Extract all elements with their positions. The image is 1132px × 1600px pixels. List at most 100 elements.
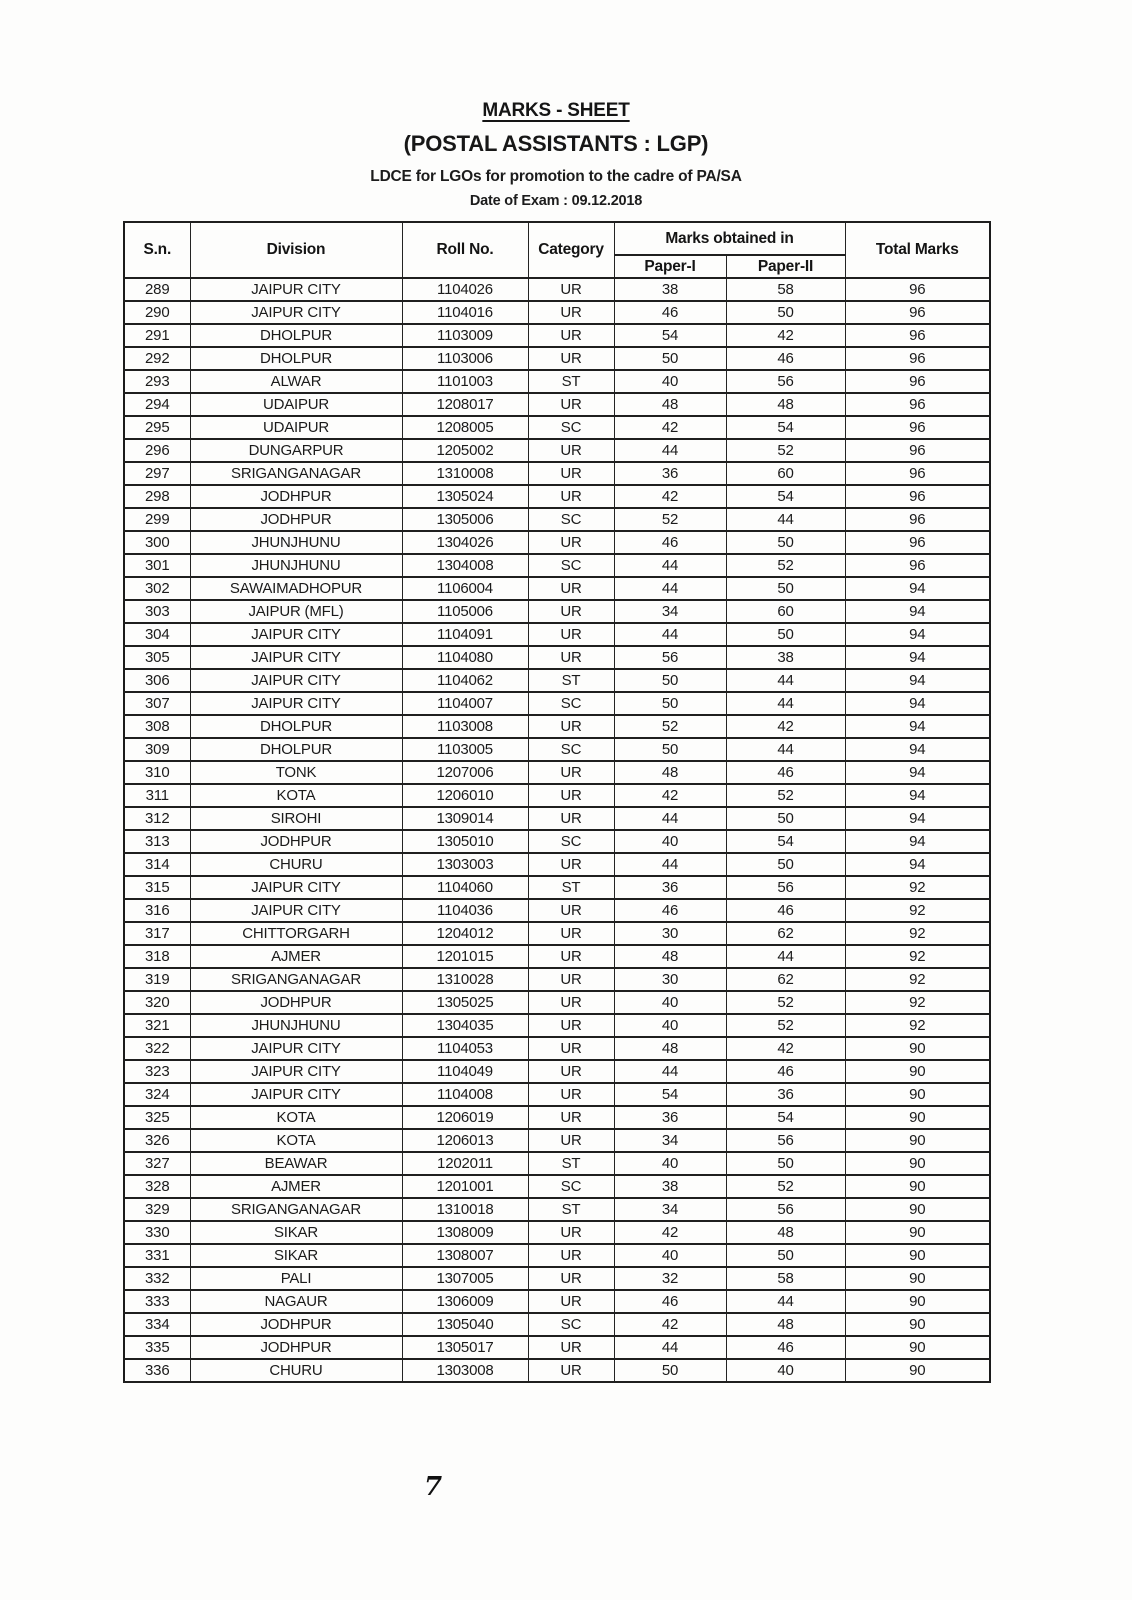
table-row: 332 PALI 1307005 UR 32 58 90	[123, 1266, 991, 1291]
cell-roll-no: 1106004	[401, 576, 529, 601]
cell-total-marks: 94	[844, 691, 991, 716]
cell-total-marks: 96	[844, 300, 991, 325]
cell-sn: 304	[123, 622, 191, 647]
table-row: 307 JAIPUR CITY 1104007 SC 50 44 94	[123, 691, 991, 716]
column-header-category: Category	[527, 221, 615, 279]
cell-paper2: 62	[725, 967, 846, 992]
cell-sn: 297	[123, 461, 191, 486]
cell-roll-no: 1305006	[401, 507, 529, 532]
cell-division: JODHPUR	[189, 484, 403, 509]
cell-paper1: 40	[613, 990, 727, 1015]
cell-division: JHUNJHUNU	[189, 530, 403, 555]
cell-total-marks: 90	[844, 1082, 991, 1107]
table-row: 326 KOTA 1206013 UR 34 56 90	[123, 1128, 991, 1153]
cell-division: UDAIPUR	[189, 415, 403, 440]
cell-roll-no: 1208005	[401, 415, 529, 440]
cell-roll-no: 1103005	[401, 737, 529, 762]
cell-division: SIKAR	[189, 1220, 403, 1245]
cell-paper2: 40	[725, 1358, 846, 1383]
cell-roll-no: 1205002	[401, 438, 529, 463]
column-header-paper1: Paper-I	[613, 254, 727, 279]
cell-category: UR	[527, 898, 615, 923]
table-row: 329 SRIGANGANAGAR 1310018 ST 34 56 90	[123, 1197, 991, 1222]
cell-category: UR	[527, 484, 615, 509]
column-header-total-marks: Total Marks	[844, 221, 991, 279]
cell-paper2: 54	[725, 484, 846, 509]
cell-paper2: 56	[725, 1128, 846, 1153]
document-subtitle: (POSTAL ASSISTANTS : LGP)	[403, 131, 709, 156]
cell-category: UR	[527, 852, 615, 877]
table-row: 293 ALWAR 1101003 ST 40 56 96	[123, 369, 991, 394]
cell-category: SC	[527, 1174, 615, 1199]
cell-paper1: 38	[613, 1174, 727, 1199]
cell-sn: 323	[123, 1059, 191, 1084]
cell-sn: 303	[123, 599, 191, 624]
cell-paper2: 38	[725, 645, 846, 670]
cell-division: JODHPUR	[189, 1335, 403, 1360]
cell-total-marks: 94	[844, 783, 991, 808]
cell-paper2: 50	[725, 530, 846, 555]
cell-division: JHUNJHUNU	[189, 1013, 403, 1038]
cell-total-marks: 94	[844, 806, 991, 831]
cell-division: JAIPUR CITY	[189, 300, 403, 325]
table-row: 333 NAGAUR 1306009 UR 46 44 90	[123, 1289, 991, 1314]
column-header-sn: S.n.	[123, 221, 191, 279]
cell-sn: 292	[123, 346, 191, 371]
cell-division: JHUNJHUNU	[189, 553, 403, 578]
cell-total-marks: 90	[844, 1243, 991, 1268]
cell-category: ST	[527, 875, 615, 900]
cell-sn: 320	[123, 990, 191, 1015]
cell-category: UR	[527, 300, 615, 325]
cell-sn: 329	[123, 1197, 191, 1222]
cell-category: UR	[527, 323, 615, 348]
cell-sn: 330	[123, 1220, 191, 1245]
cell-division: JODHPUR	[189, 507, 403, 532]
cell-paper1: 40	[613, 1013, 727, 1038]
cell-category: UR	[527, 1105, 615, 1130]
cell-paper1: 40	[613, 369, 727, 394]
cell-sn: 317	[123, 921, 191, 946]
cell-division: JAIPUR CITY	[189, 668, 403, 693]
table-row: 321 JHUNJHUNU 1304035 UR 40 52 92	[123, 1013, 991, 1038]
table-row: 313 JODHPUR 1305010 SC 40 54 94	[123, 829, 991, 854]
cell-total-marks: 90	[844, 1289, 991, 1314]
table-row: 320 JODHPUR 1305025 UR 40 52 92	[123, 990, 991, 1015]
cell-paper2: 42	[725, 714, 846, 739]
cell-paper2: 52	[725, 553, 846, 578]
cell-roll-no: 1104091	[401, 622, 529, 647]
cell-division: SAWAIMADHOPUR	[189, 576, 403, 601]
cell-sn: 311	[123, 783, 191, 808]
cell-paper2: 58	[725, 1266, 846, 1291]
cell-total-marks: 92	[844, 875, 991, 900]
cell-total-marks: 92	[844, 990, 991, 1015]
cell-total-marks: 94	[844, 852, 991, 877]
table-row: 334 JODHPUR 1305040 SC 42 48 90	[123, 1312, 991, 1337]
cell-paper1: 42	[613, 484, 727, 509]
cell-roll-no: 1304026	[401, 530, 529, 555]
cell-division: JAIPUR CITY	[189, 645, 403, 670]
cell-total-marks: 94	[844, 668, 991, 693]
column-header-paper2: Paper-II	[725, 254, 846, 279]
cell-category: UR	[527, 599, 615, 624]
cell-total-marks: 92	[844, 944, 991, 969]
cell-sn: 335	[123, 1335, 191, 1360]
cell-paper1: 48	[613, 1036, 727, 1061]
cell-paper2: 54	[725, 1105, 846, 1130]
table-row: 302 SAWAIMADHOPUR 1106004 UR 44 50 94	[123, 576, 991, 601]
cell-paper2: 44	[725, 691, 846, 716]
cell-sn: 307	[123, 691, 191, 716]
cell-roll-no: 1305010	[401, 829, 529, 854]
cell-sn: 302	[123, 576, 191, 601]
table-row: 300 JHUNJHUNU 1304026 UR 46 50 96	[123, 530, 991, 555]
cell-category: SC	[527, 415, 615, 440]
cell-sn: 331	[123, 1243, 191, 1268]
cell-category: UR	[527, 1059, 615, 1084]
cell-paper1: 32	[613, 1266, 727, 1291]
cell-total-marks: 96	[844, 507, 991, 532]
cell-roll-no: 1204012	[401, 921, 529, 946]
cell-paper2: 50	[725, 576, 846, 601]
cell-total-marks: 90	[844, 1174, 991, 1199]
cell-division: JAIPUR CITY	[189, 1082, 403, 1107]
cell-roll-no: 1303003	[401, 852, 529, 877]
cell-category: UR	[527, 921, 615, 946]
